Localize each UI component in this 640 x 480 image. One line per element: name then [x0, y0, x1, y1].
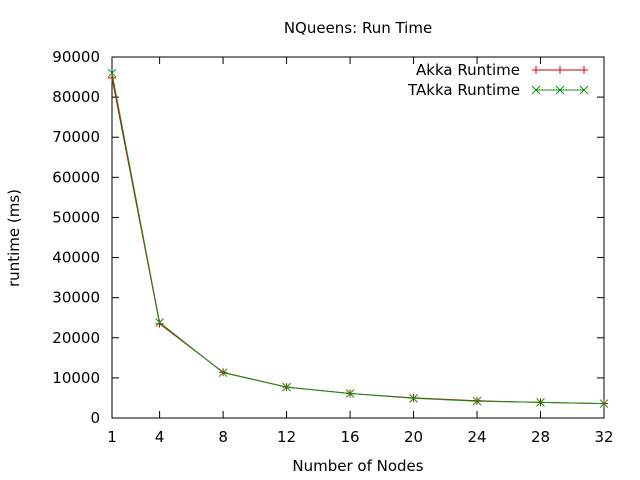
y-tick-label: 30000: [52, 289, 100, 307]
legend-marker: [555, 85, 565, 95]
x-tick-label: 24: [467, 428, 486, 446]
chart-title: NQueens: Run Time: [284, 19, 432, 37]
x-tick-label: 28: [531, 428, 550, 446]
y-tick-label: 20000: [52, 329, 100, 347]
y-tick-label: 90000: [52, 48, 100, 66]
x-tick-label: 20: [404, 428, 423, 446]
y-tick-label: 10000: [52, 369, 100, 387]
x-axis-label: Number of Nodes: [292, 457, 423, 475]
legend-marker: [531, 85, 541, 95]
data-point: [599, 399, 609, 408]
series-line: [111, 72, 605, 405]
point-marker: [282, 382, 291, 392]
point-marker: [472, 396, 482, 406]
y-tick-label: 80000: [52, 88, 100, 106]
data-point: [472, 396, 482, 406]
series-layer: [107, 68, 609, 408]
series-line: [111, 77, 605, 405]
x-tick-label: 4: [155, 428, 165, 446]
plot-frame: [111, 56, 605, 419]
legend-marker: [579, 85, 589, 95]
y-tick-label: 60000: [52, 168, 100, 186]
legend-label: Akka Runtime: [416, 61, 520, 79]
y-axis-label: runtime (ms): [5, 189, 23, 287]
x-tick-label: 1: [107, 428, 117, 446]
y-tick-label: 50000: [52, 208, 100, 226]
legend-entry: Akka Runtime: [416, 61, 588, 79]
y-tick-label: 0: [90, 409, 100, 427]
point-marker: [218, 368, 228, 378]
data-point: [536, 398, 545, 407]
legend-entry: TAkka Runtime: [407, 81, 589, 99]
point-marker: [155, 318, 164, 327]
x-tick-label: 8: [218, 428, 228, 446]
x-tick-label: 16: [341, 428, 360, 446]
data-point: [409, 393, 418, 403]
point-marker: [536, 398, 545, 407]
data-point: [345, 389, 355, 398]
legend: Akka Runtime TAkka Runtime: [407, 61, 589, 99]
point-marker: [599, 399, 609, 408]
point-marker: [107, 68, 117, 78]
data-point: [282, 382, 291, 392]
x-tick-label: 12: [277, 428, 296, 446]
axis-ticks: 0 10000 20000 30000 40000 50000 60000 70000 8000…: [52, 48, 613, 446]
y-tick-label: 40000: [52, 249, 100, 267]
data-point: [218, 368, 228, 378]
y-tick-label: 70000: [52, 128, 100, 146]
x-tick-label: 32: [594, 428, 613, 446]
data-point: [155, 318, 164, 327]
legend-label: TAkka Runtime: [407, 81, 520, 99]
point-marker: [409, 393, 418, 403]
data-point: [107, 68, 117, 78]
point-marker: [345, 389, 355, 398]
series-2: [107, 68, 609, 408]
series-1: [108, 73, 608, 408]
